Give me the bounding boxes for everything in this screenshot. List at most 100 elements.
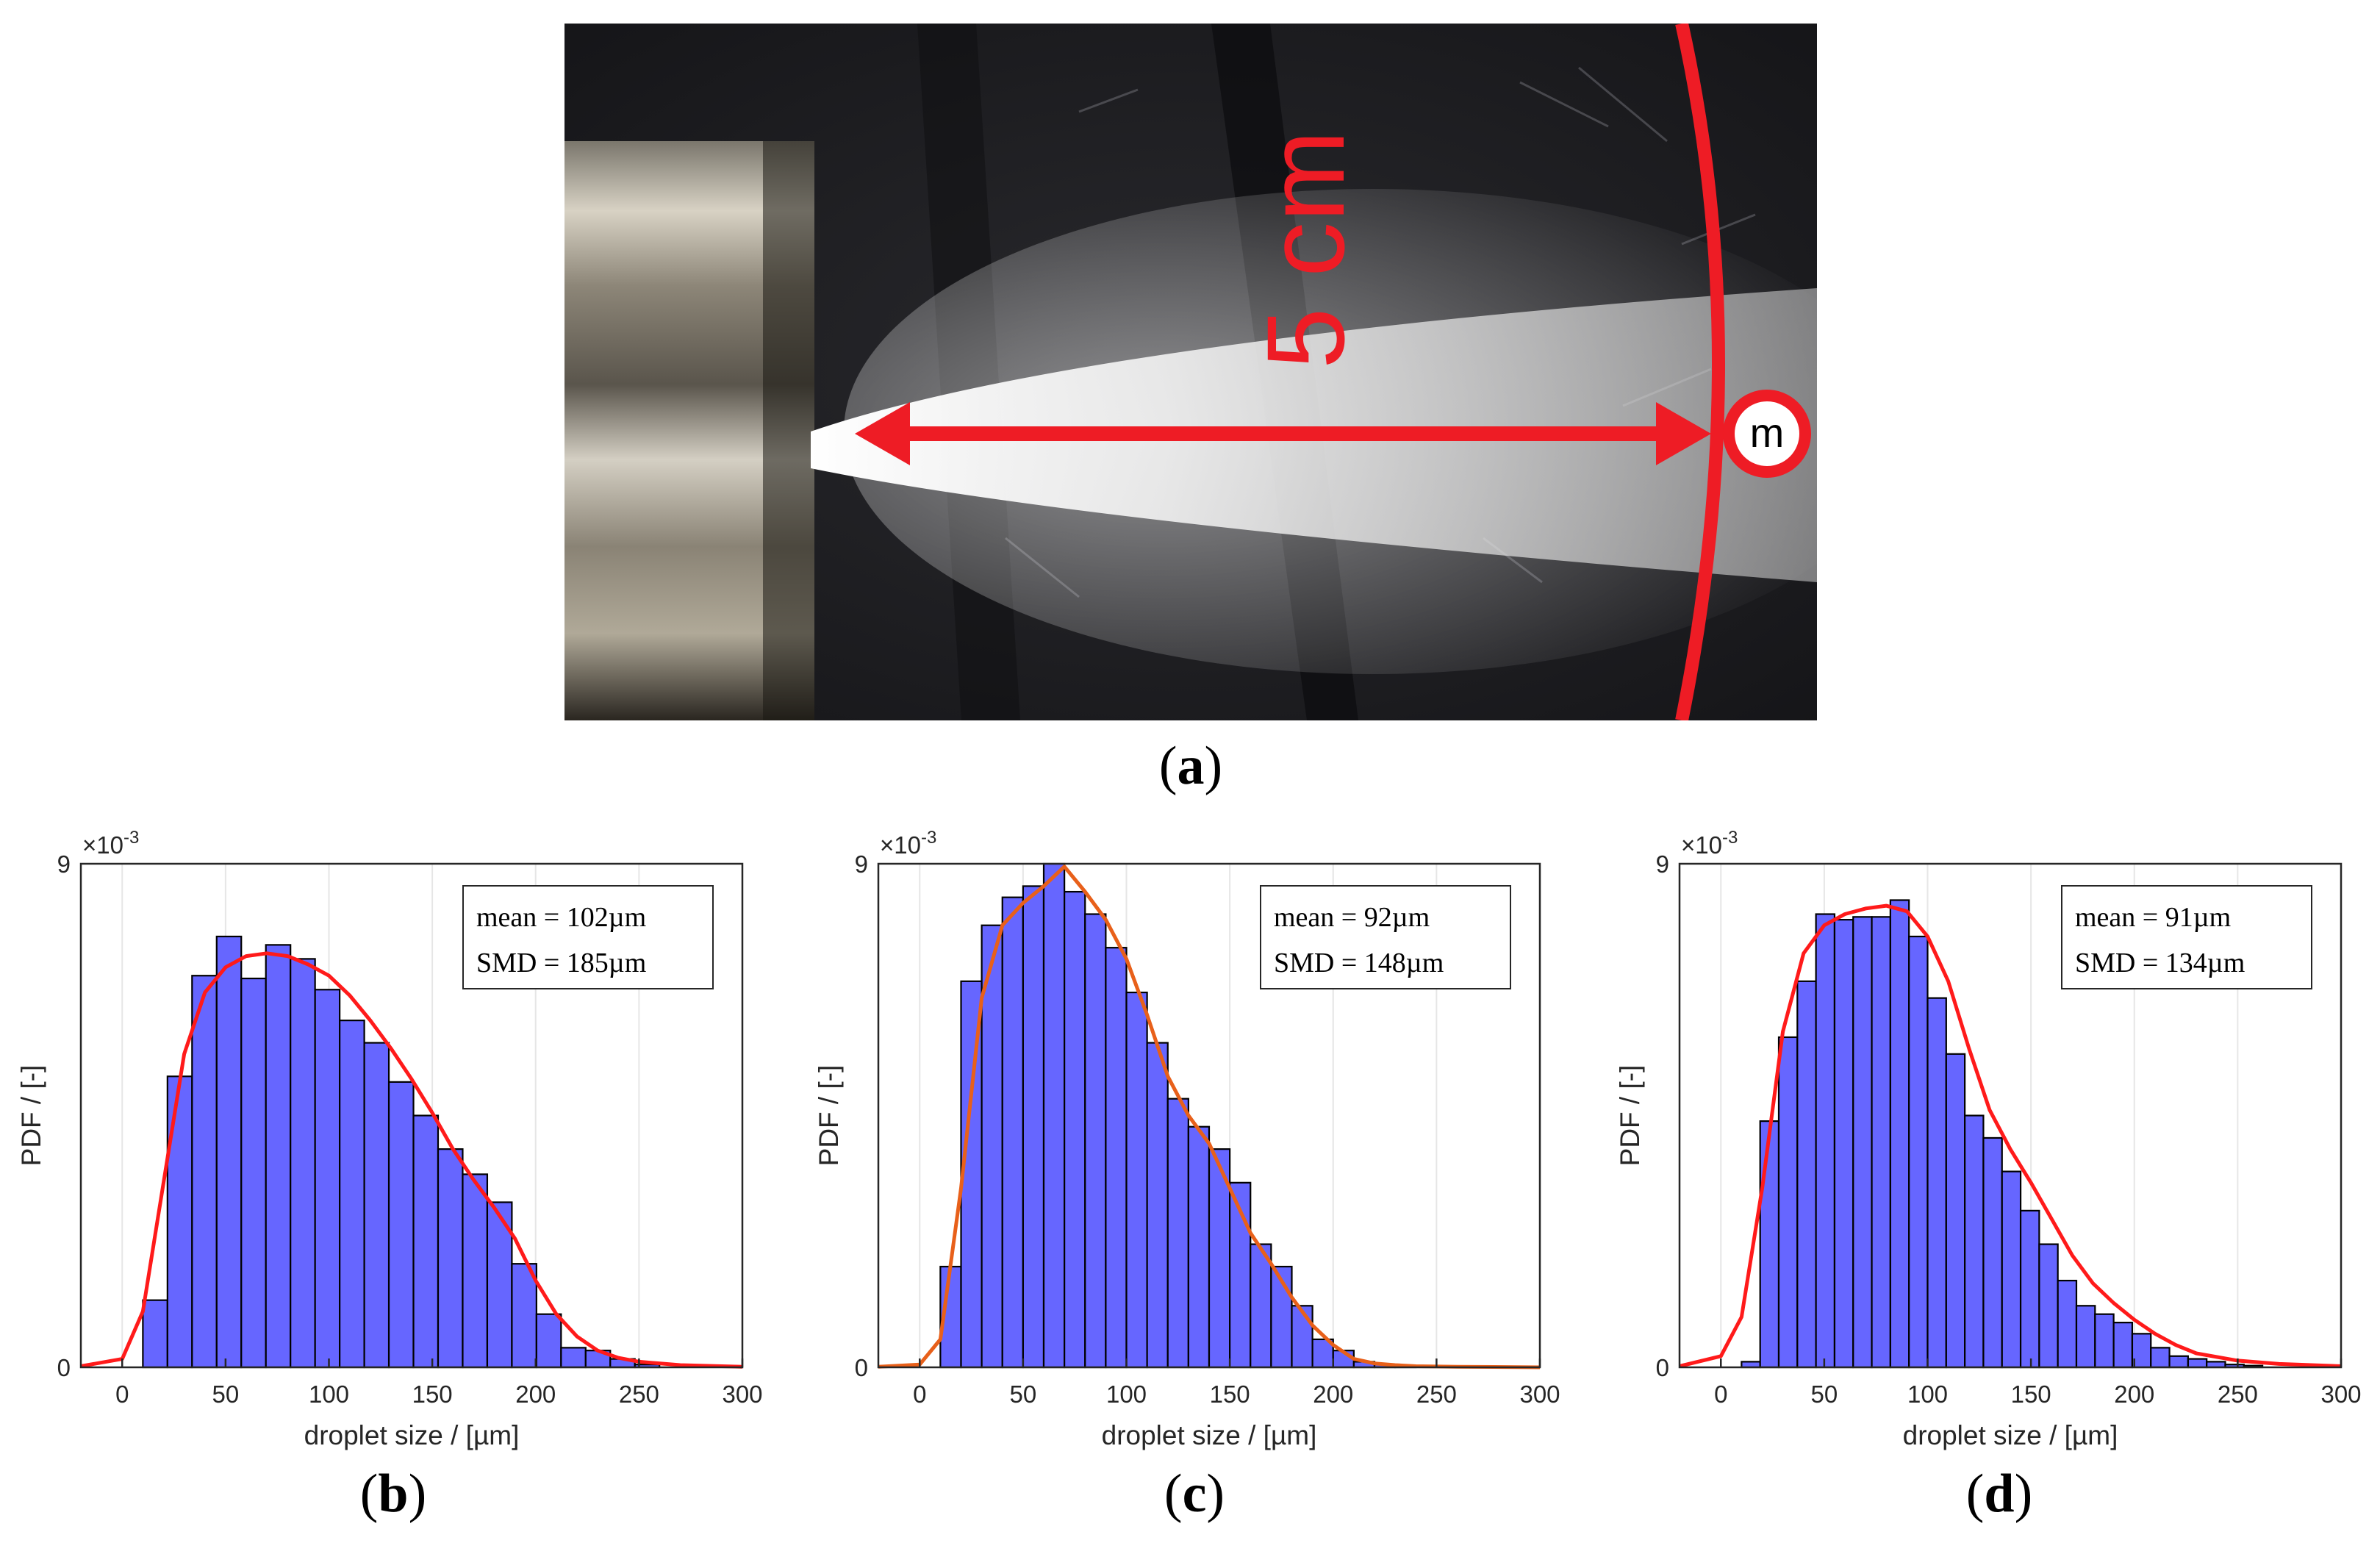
x-axis-label: droplet size / [µm] — [304, 1420, 520, 1450]
y-exponent: ×10-3 — [880, 828, 936, 859]
histogram-bar — [1852, 916, 1873, 1369]
histogram-bar — [462, 1173, 489, 1369]
histogram-bar — [1125, 991, 1148, 1369]
y-tick-label: 9 — [1656, 851, 1669, 878]
distance-arc — [1675, 24, 1725, 720]
histogram-bar — [1291, 1305, 1313, 1369]
axes-box — [877, 862, 1541, 1369]
y-exponent-power: -3 — [921, 828, 936, 848]
y-tick-label: 0 — [1656, 1354, 1669, 1381]
histogram-bar — [2001, 1170, 2022, 1369]
distance-arrowhead-right — [1656, 402, 1711, 465]
fit-curve — [80, 951, 743, 1369]
histogram-bar — [2019, 1209, 2040, 1369]
y-exponent-base: ×10 — [82, 831, 123, 859]
legend-smd: SMD = 185µm — [476, 948, 646, 978]
histogram-bar — [387, 1081, 415, 1369]
histogram-bar — [1908, 935, 1929, 1369]
x-axis-label: droplet size / [µm] — [1903, 1420, 2118, 1450]
histogram-bar — [215, 935, 243, 1369]
axes-box — [79, 862, 744, 1369]
histogram-chart-d: 0 50 100 150 200 250 300 0 9 ×10-3 droplet size / … — [1599, 809, 2378, 1456]
histogram-bar — [1187, 1125, 1211, 1369]
histogram-bar — [1166, 1098, 1189, 1369]
histogram-bar — [2187, 1358, 2208, 1369]
histogram-bar — [560, 1347, 587, 1369]
histogram-bar — [1777, 1036, 1799, 1369]
x-tick-label: 300 — [1519, 1381, 1560, 1408]
x-tick-label: 50 — [212, 1381, 240, 1408]
x-tick-label: 150 — [2011, 1381, 2051, 1408]
fit-curve — [878, 864, 1541, 1370]
histogram-bar — [1042, 862, 1066, 1369]
histogram-bar — [1815, 913, 1836, 1369]
histogram-bar — [2038, 1243, 2059, 1369]
x-tick-label: 100 — [309, 1381, 349, 1408]
x-tick-label: 0 — [913, 1381, 926, 1408]
x-tick-label: 200 — [1313, 1381, 1353, 1408]
histogram-bar — [1759, 1120, 1780, 1369]
histogram-bar — [1311, 1338, 1334, 1369]
histogram-bar — [1982, 1136, 2003, 1369]
x-tick-label: 150 — [1210, 1381, 1250, 1408]
legend-smd: SMD = 148µm — [1274, 948, 1444, 978]
histogram-bar — [1945, 1053, 1966, 1369]
y-exponent-power: -3 — [123, 828, 139, 848]
panel-label-d: (d) — [1965, 1464, 2033, 1524]
legend-mean: mean = 102µm — [476, 902, 646, 933]
x-tick-label: 250 — [2218, 1381, 2258, 1408]
y-exponent-base: ×10 — [880, 831, 921, 859]
legend-smd: SMD = 134µm — [2075, 948, 2245, 978]
x-tick-label: 300 — [2320, 1381, 2361, 1408]
panel-label-a: (a) — [1158, 736, 1223, 796]
x-axis-label: droplet size / [µm] — [1102, 1420, 1317, 1450]
histogram-bar — [1064, 890, 1086, 1369]
y-exponent: ×10-3 — [1681, 828, 1738, 859]
histogram-bar — [412, 1114, 440, 1369]
x-tick-label: 150 — [412, 1381, 453, 1408]
histogram-bar — [2057, 1279, 2078, 1369]
histogram-bar — [265, 944, 292, 1369]
histogram-bar — [1001, 896, 1024, 1369]
y-tick-label: 9 — [855, 851, 868, 878]
y-axis-label: PDF / [-] — [1615, 1065, 1645, 1167]
x-tick-label: 250 — [1416, 1381, 1457, 1408]
histogram-bar — [1889, 899, 1910, 1369]
stats-legend-box — [2061, 885, 2312, 989]
histogram-bar — [2075, 1305, 2096, 1369]
x-tick-label: 100 — [1106, 1381, 1147, 1408]
x-tick-label: 200 — [2114, 1381, 2154, 1408]
legend-mean: mean = 92µm — [1274, 902, 1430, 933]
histogram-bar — [166, 1075, 193, 1369]
histogram-bar — [142, 1299, 168, 1369]
histogram-bar — [2168, 1355, 2189, 1369]
histogram-bar — [290, 958, 316, 1369]
x-tick-label: 250 — [619, 1381, 659, 1408]
y-tick-label: 0 — [855, 1354, 868, 1381]
spray-photo: m 5 cm — [564, 24, 1817, 720]
panel-label-b: (b) — [359, 1464, 427, 1524]
nozzle-shadow — [763, 141, 814, 720]
histogram-bar — [437, 1148, 464, 1369]
chart-svg-b: 0 50 100 150 200 250 300 0 9 ×10-3 droplet size / … — [16, 828, 763, 1450]
histogram-bar — [1250, 1243, 1272, 1369]
legend-mean: mean = 91µm — [2075, 902, 2231, 933]
histogram-bar — [240, 977, 267, 1369]
fit-curve — [1679, 903, 2342, 1368]
stats-legend-box — [1260, 885, 1511, 989]
histogram-bar — [1796, 980, 1817, 1369]
y-tick-label: 9 — [57, 851, 71, 878]
x-tick-label: 100 — [1907, 1381, 1948, 1408]
chart-svg-c: 0 50 100 150 200 250 300 0 9 ×10-3 droplet size / … — [814, 828, 1560, 1450]
y-axis-label: PDF / [-] — [16, 1065, 46, 1167]
histogram-bar — [191, 975, 218, 1369]
histogram-bar — [1105, 947, 1128, 1369]
x-tick-label: 50 — [1811, 1381, 1838, 1408]
histogram-bar — [511, 1263, 537, 1369]
distance-arrowhead-left — [855, 402, 910, 465]
histogram-bar — [1084, 913, 1107, 1369]
histogram-bar — [2094, 1313, 2115, 1369]
x-tick-label: 0 — [115, 1381, 129, 1408]
histogram-bar — [2150, 1347, 2171, 1369]
stats-legend-box — [462, 885, 714, 989]
